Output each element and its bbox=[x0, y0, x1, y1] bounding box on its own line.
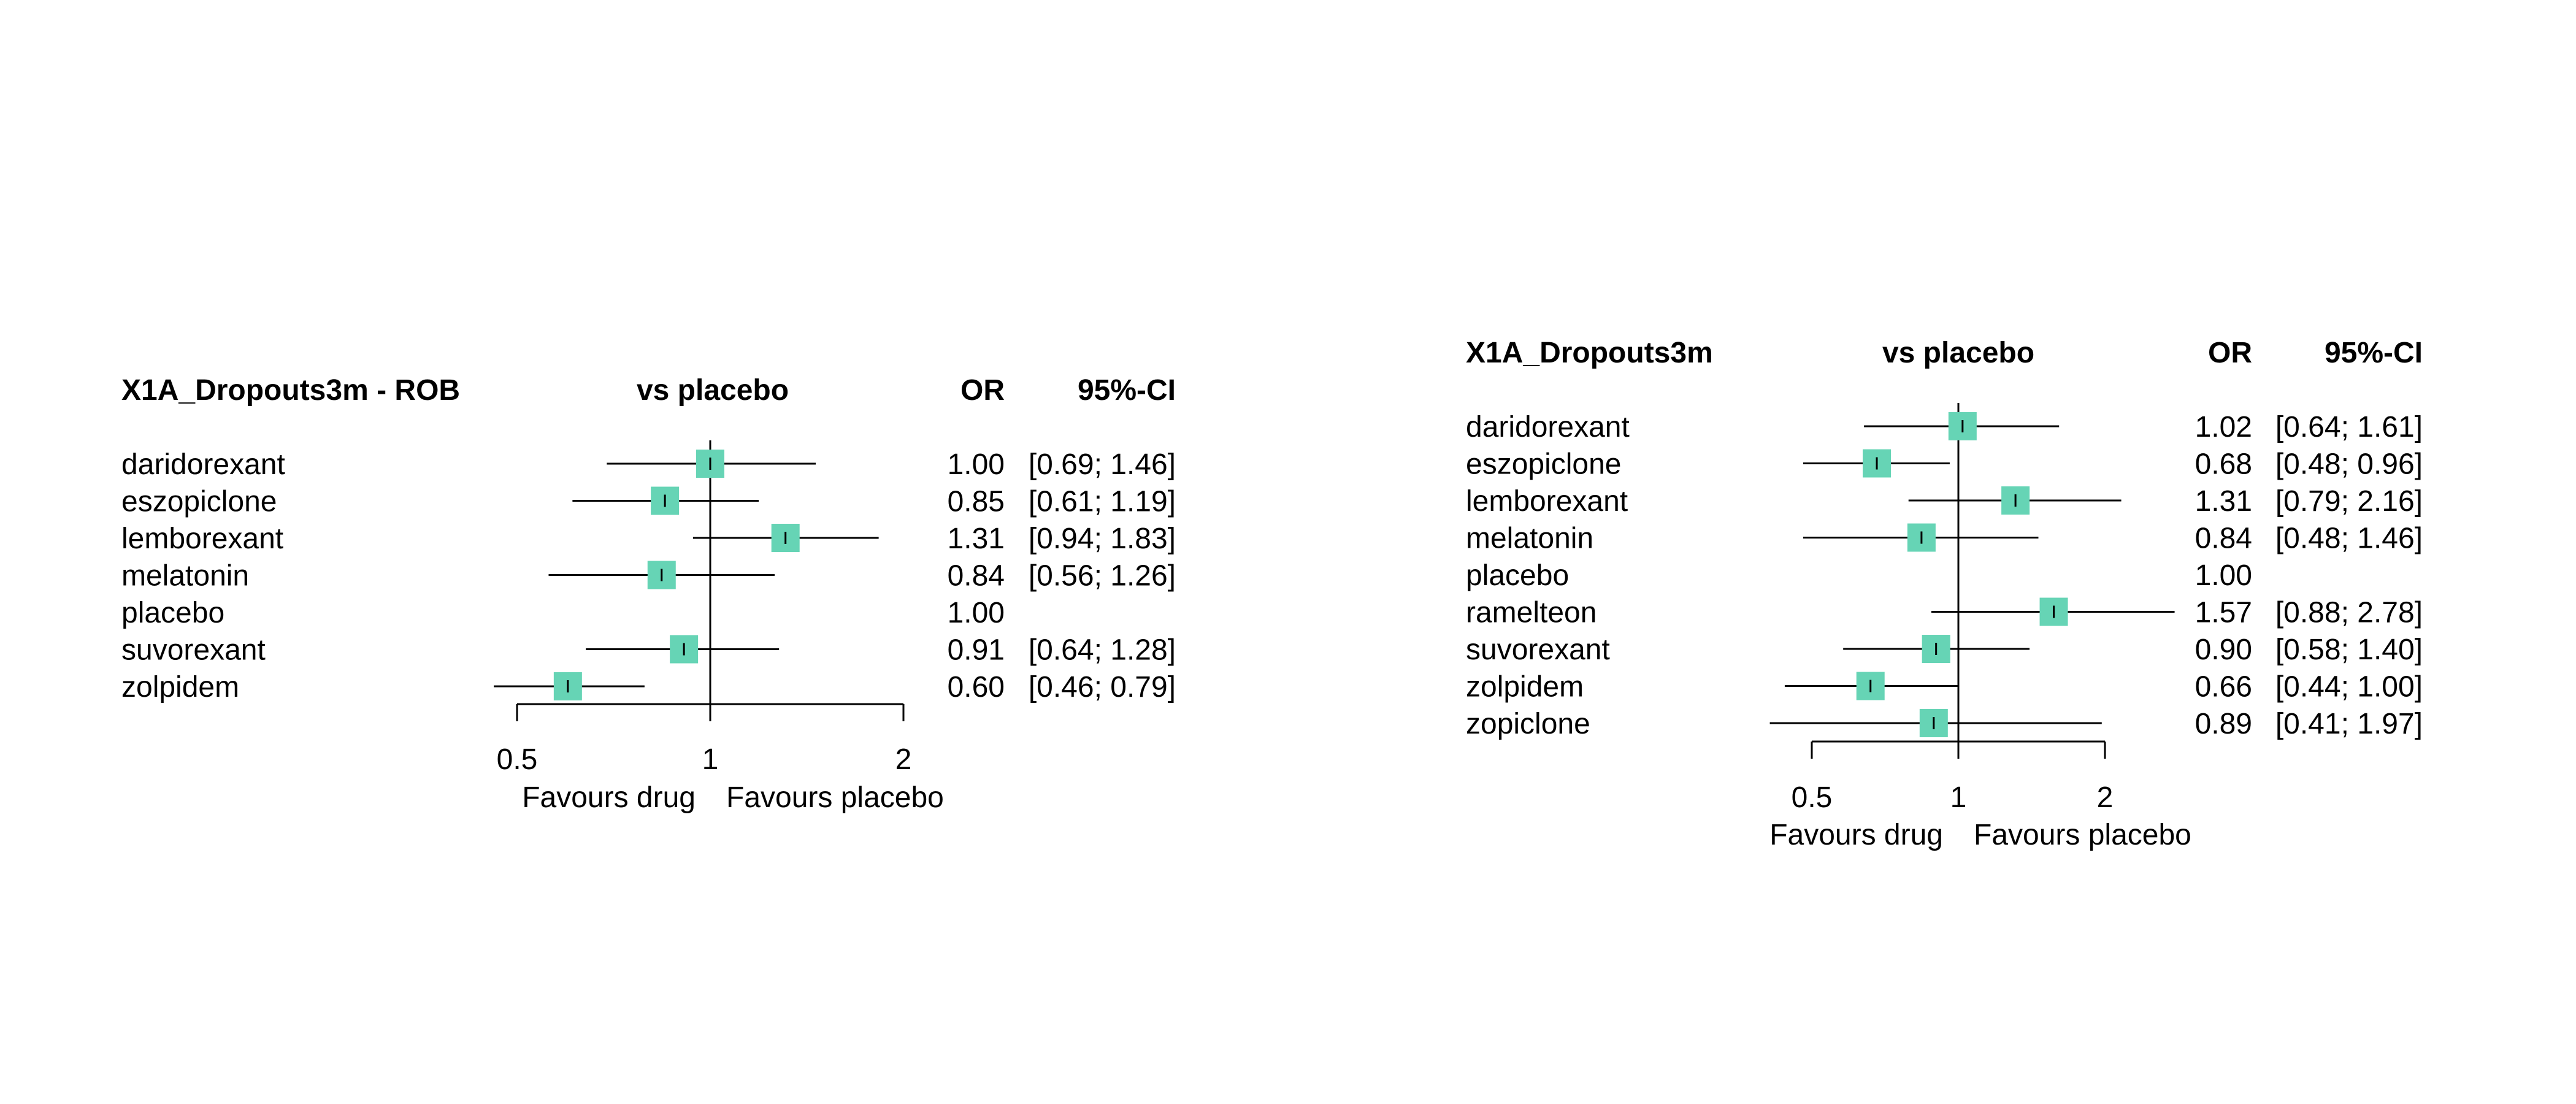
forest-plot-right: X1A_Dropouts3m vs placebo OR 95%-CI dari… bbox=[1466, 337, 2423, 851]
ci-value: [0.64; 1.28] bbox=[1029, 634, 1176, 667]
ci-value: [0.79; 2.16] bbox=[2275, 485, 2423, 518]
effect-header: OR bbox=[960, 374, 1005, 407]
ci-value: [0.61; 1.19] bbox=[1029, 486, 1176, 518]
or-value: 1.00 bbox=[948, 597, 1005, 629]
ci-header: 95%-CI bbox=[1078, 374, 1176, 407]
row-label: zopiclone bbox=[1466, 708, 1590, 740]
row-label: melatonin bbox=[1466, 523, 1593, 555]
ci-value: [0.69; 1.46] bbox=[1029, 448, 1176, 481]
favours-drug-label: Favours drug bbox=[1769, 819, 1943, 851]
row-label: daridorexant bbox=[121, 448, 285, 481]
ci-header: 95%-CI bbox=[2325, 337, 2423, 369]
ci-value: [0.88; 2.78] bbox=[2275, 597, 2423, 629]
forest-rows: daridorexant 1.00 [0.69; 1.46] eszopiclone 0… bbox=[121, 440, 1176, 704]
row-label: lemborexant bbox=[121, 523, 283, 555]
ci-value: [0.94; 1.83] bbox=[1029, 523, 1176, 555]
ci-value: [0.46; 0.79] bbox=[1029, 671, 1176, 703]
row-label: eszopiclone bbox=[1466, 448, 1622, 481]
forest-plot-title: X1A_Dropouts3m bbox=[1466, 337, 1713, 369]
or-value: 0.68 bbox=[2195, 448, 2252, 481]
or-value: 1.02 bbox=[2195, 411, 2252, 443]
or-value: 0.91 bbox=[948, 634, 1005, 667]
or-value: 0.84 bbox=[948, 560, 1005, 592]
row-label: eszopiclone bbox=[121, 486, 277, 518]
ci-value: [0.56; 1.26] bbox=[1029, 560, 1176, 592]
or-value: 1.00 bbox=[2195, 559, 2252, 592]
row-label: ramelteon bbox=[1466, 597, 1597, 629]
or-value: 0.90 bbox=[2195, 634, 2252, 666]
x-tick-label: 2 bbox=[2097, 781, 2114, 814]
ci-value: [0.64; 1.61] bbox=[2275, 411, 2423, 443]
x-axis: 0.5 1 2 bbox=[497, 703, 912, 776]
row-label: lemborexant bbox=[1466, 485, 1628, 518]
or-value: 0.84 bbox=[2195, 523, 2252, 555]
ci-value: [0.48; 1.46] bbox=[2275, 523, 2423, 555]
ci-value: [0.44; 1.00] bbox=[2275, 671, 2423, 703]
ci-value: [0.58; 1.40] bbox=[2275, 634, 2423, 666]
row-label: daridorexant bbox=[1466, 411, 1630, 443]
favours-placebo-label: Favours placebo bbox=[1974, 819, 2191, 851]
x-tick-label: 2 bbox=[895, 743, 912, 776]
x-tick-label: 1 bbox=[702, 743, 719, 776]
comparison-header: vs placebo bbox=[1882, 337, 2034, 369]
or-value: 1.31 bbox=[948, 523, 1005, 555]
row-label: melatonin bbox=[121, 560, 249, 592]
row-label: suvorexant bbox=[1466, 634, 1610, 666]
x-tick-label: 0.5 bbox=[497, 743, 538, 776]
favours-drug-label: Favours drug bbox=[522, 781, 696, 814]
or-value: 0.89 bbox=[2195, 708, 2252, 740]
row-label: zolpidem bbox=[121, 671, 239, 703]
or-value: 1.57 bbox=[2195, 597, 2252, 629]
x-axis: 0.5 1 2 bbox=[1792, 740, 2114, 814]
or-value: 1.00 bbox=[948, 448, 1005, 481]
row-label: placebo bbox=[1466, 559, 1569, 592]
forest-plot-title: X1A_Dropouts3m - ROB bbox=[121, 374, 460, 407]
row-label: suvorexant bbox=[121, 634, 266, 667]
favours-placebo-label: Favours placebo bbox=[726, 781, 944, 814]
or-value: 0.66 bbox=[2195, 671, 2252, 703]
ci-value: [0.48; 0.96] bbox=[2275, 448, 2423, 481]
or-value: 1.31 bbox=[2195, 485, 2252, 518]
ci-value: [0.41; 1.97] bbox=[2275, 708, 2423, 740]
or-value: 0.85 bbox=[948, 486, 1005, 518]
forest-plot-left: X1A_Dropouts3m - ROB vs placebo OR 95%-C… bbox=[121, 374, 1176, 814]
comparison-header: vs placebo bbox=[637, 374, 789, 407]
or-value: 0.60 bbox=[948, 671, 1005, 703]
x-tick-label: 0.5 bbox=[1792, 781, 1833, 814]
row-label: zolpidem bbox=[1466, 671, 1584, 703]
forest-rows: daridorexant 1.02 [0.64; 1.61] eszopiclone 0… bbox=[1466, 403, 2423, 742]
row-label: placebo bbox=[121, 597, 224, 629]
x-tick-label: 1 bbox=[1950, 781, 1967, 814]
effect-header: OR bbox=[2208, 337, 2252, 369]
